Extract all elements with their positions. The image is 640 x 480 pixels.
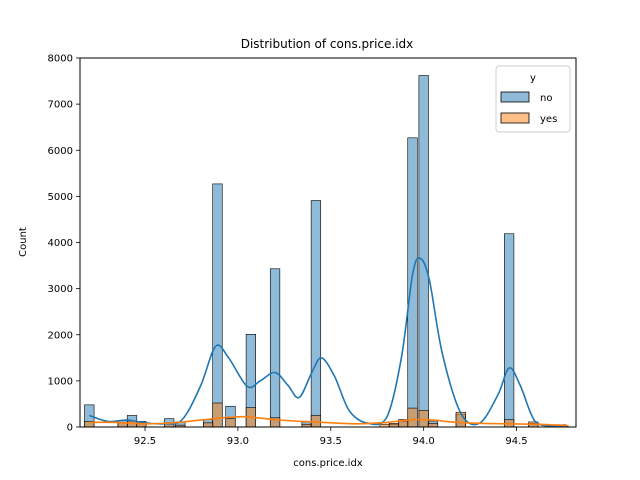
- bar-no-10: [269, 268, 281, 428]
- y-tick-label: 6000: [48, 146, 73, 157]
- bar-no-12: [310, 200, 322, 428]
- legend-title: y: [530, 73, 536, 84]
- legend: y no yes: [495, 65, 571, 133]
- legend-swatch-no: [500, 91, 530, 103]
- bar-yes-16: [407, 407, 418, 428]
- x-tick-label: 92.5: [134, 436, 156, 447]
- y-tick-label: 0: [67, 423, 73, 434]
- kde-line-yes: [89, 415, 569, 427]
- bars-layer: [84, 75, 567, 428]
- bar-yes-14: [388, 423, 400, 428]
- y-tick-label: 7000: [48, 100, 73, 111]
- bar-yes-8: [225, 418, 236, 428]
- y-tick-label: 5000: [48, 192, 73, 203]
- x-tick-label: 93.5: [320, 436, 342, 447]
- x-tick-label: 94.5: [505, 436, 527, 447]
- x-tick-label: 94.0: [413, 436, 435, 447]
- kde-layer: [89, 257, 569, 428]
- bar-no-7: [212, 183, 223, 428]
- bar-no-19: [504, 233, 515, 428]
- bar-yes-17: [418, 410, 429, 428]
- bar-yes-6: [203, 422, 214, 428]
- chart-title: Distribution of cons.price.idx: [241, 37, 414, 51]
- kde-line-no: [89, 257, 569, 428]
- legend-label-yes: yes: [540, 114, 557, 125]
- y-tick-label: 1000: [48, 376, 73, 387]
- bar-no-16: [418, 75, 429, 428]
- y-tick-label: 3000: [48, 284, 73, 295]
- y-axis-label: Count: [18, 227, 29, 257]
- y-axis: 0 1000 2000 3000 4000 5000 6000 7000 8000: [48, 54, 80, 434]
- bar-yes-18: [427, 423, 439, 428]
- bar-no-15: [407, 137, 418, 428]
- y-tick-label: 4000: [48, 238, 73, 249]
- bar-yes-7: [212, 402, 223, 428]
- x-axis-label: cons.price.idx: [293, 458, 363, 469]
- y-tick-label: 8000: [48, 54, 73, 65]
- x-tick-label: 93.0: [227, 436, 249, 447]
- x-axis: 92.5 93.0 93.5 94.0 94.5: [134, 427, 528, 447]
- y-tick-label: 2000: [48, 330, 73, 341]
- legend-swatch-yes: [500, 112, 530, 124]
- legend-label-no: no: [540, 93, 552, 104]
